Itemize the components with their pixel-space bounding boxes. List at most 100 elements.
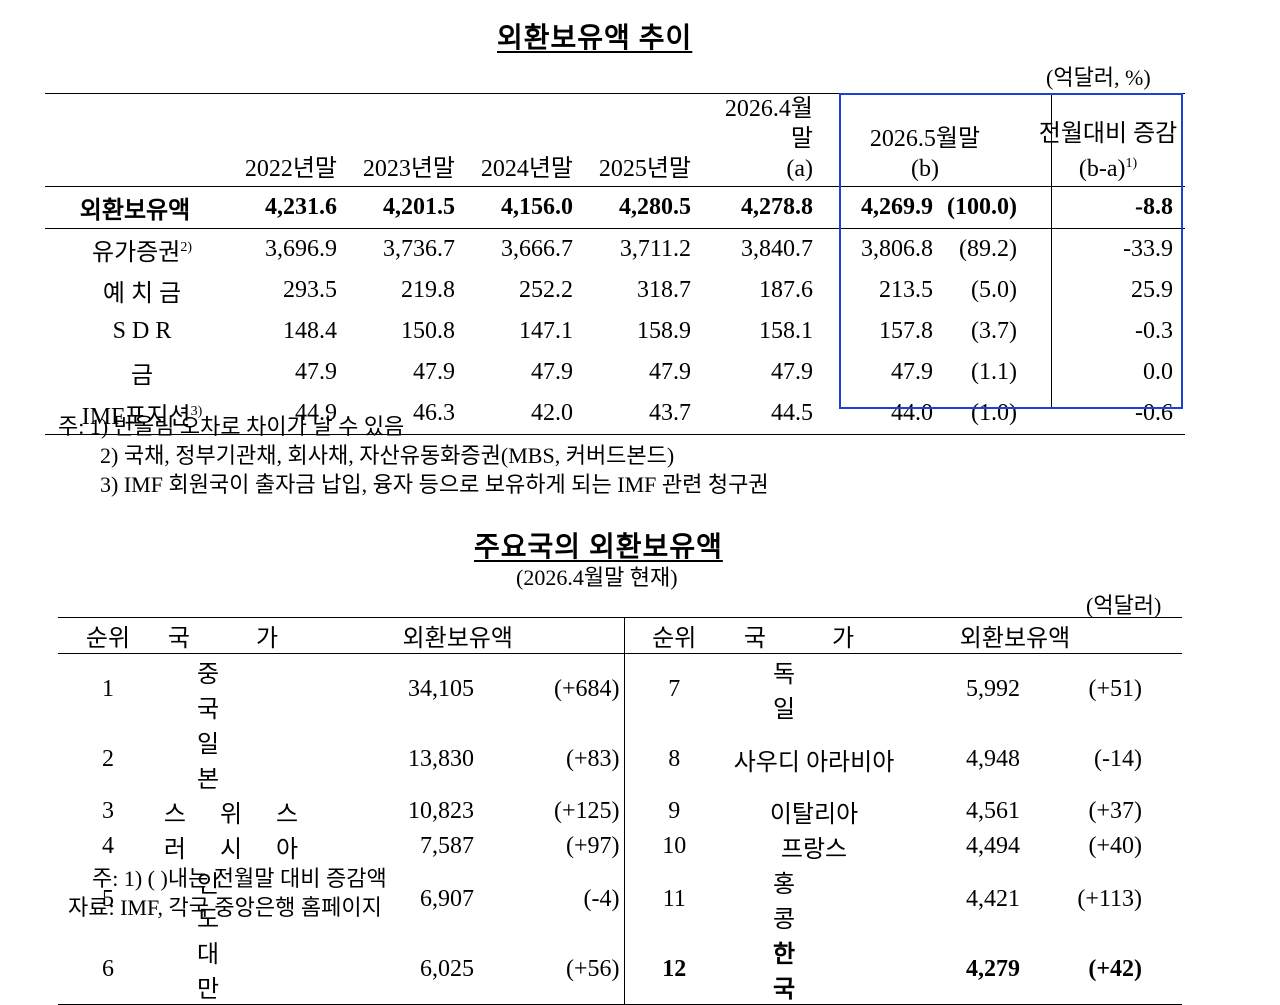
cell-share: (3.7): [971, 318, 1017, 344]
country-row: 4 러 시 아 7,587 (+97) 10 프랑스 4,494 (+40): [58, 829, 1182, 864]
row-label: 예 치 금: [45, 270, 225, 311]
row-label: 금: [45, 352, 225, 393]
cell-v2025: 4,280.5: [619, 194, 691, 220]
right-country: 홍 콩: [772, 872, 856, 933]
left-value: 34,105: [408, 675, 474, 702]
cell-v2024: 47.9: [531, 359, 573, 385]
reserves-row: 예 치 금 293.5 219.8 252.2 318.7 187.6 213.5 (5.0)…: [45, 270, 1185, 311]
cell-v2023: 3,736.7: [383, 236, 455, 262]
left-rank: 3: [102, 798, 114, 824]
cell-v2024: 42.0: [531, 400, 573, 426]
cell-may: 44.0: [891, 400, 933, 426]
left-country: 인 도: [196, 872, 280, 933]
diff-column-divider: [1051, 95, 1052, 407]
major-countries-title: 주요국의 외환보유액: [474, 532, 723, 563]
cell-v2025: 3,711.2: [619, 236, 691, 262]
left-value: 6,907: [420, 885, 474, 912]
right-country: 이탈리아: [769, 802, 859, 828]
reserves-row: 유가증권2) 3,696.9 3,736.7 3,666.7 3,711.2 3,840.…: [45, 229, 1185, 271]
cell-v2022: 3,696.9: [265, 236, 337, 262]
row-label: 유가증권2): [45, 229, 225, 271]
left-rank: 2: [102, 745, 114, 772]
cell-v2025: 318.7: [637, 277, 691, 303]
row-label-footnote: 2): [180, 240, 192, 255]
header-2022: 2022년말: [244, 156, 337, 182]
right-country: 독 일: [772, 662, 856, 723]
right-country: 프랑스: [780, 837, 848, 863]
country-header: 국 가: [158, 617, 318, 654]
cell-v2022: 293.5: [283, 277, 337, 303]
rank-header-right: 순위: [623, 617, 724, 654]
cell-may: 4,269.9: [861, 194, 933, 220]
cell-v2025: 158.9: [637, 318, 691, 344]
header-may-2026: 2026.5월말 (b): [819, 94, 1031, 187]
left-change: (+83): [565, 745, 620, 772]
country-header-right: 국 가: [724, 617, 904, 654]
header-row: 2022년말 2023년말 2024년말 2025년말 2026.4월말 (a) …: [45, 93, 1185, 187]
rank-header: 순위: [58, 617, 158, 654]
right-country: 한 국: [724, 934, 904, 1005]
right-value: 4,948: [966, 745, 1020, 772]
header-blank: [45, 94, 225, 187]
cell-diff: -0.6: [1135, 400, 1173, 426]
bottom-unit-label: (억달러): [1086, 593, 1162, 618]
cell-share: (1.1): [971, 359, 1017, 385]
cell-v2024: 4,156.0: [501, 194, 573, 220]
right-change: (+42): [1024, 934, 1182, 1005]
cell-v2022: 148.4: [283, 318, 337, 344]
cell-v2022: 4,231.6: [265, 194, 337, 220]
reserves-header: 외환보유액: [318, 617, 624, 654]
right-change: (+113): [1077, 885, 1142, 912]
header-apr-2026: 2026.4월말 (a): [697, 94, 819, 187]
reserves-row: 금 47.9 47.9 47.9 47.9 47.9 47.9 (1.1) 0.0: [45, 352, 1185, 393]
country-row: 2 일 본 13,830 (+83) 8 사우디 아라비아 4,948 (-14): [58, 724, 1182, 794]
header-2024: 2024년말: [480, 156, 573, 182]
cell-apr: 187.6: [759, 277, 813, 303]
left-rank: 5: [102, 885, 114, 912]
country-row: 5 인 도 6,907 (-4) 11 홍 콩 4,421 (+113): [58, 864, 1182, 934]
cell-v2022: 44.9: [295, 400, 337, 426]
cell-may: 213.5: [879, 277, 933, 303]
cell-share: (100.0): [947, 194, 1017, 220]
bottom-notes: 주: 1) ( )내는 전월말 대비 증감액 자료: IMF, 각국 중앙은행 …: [68, 864, 387, 922]
header-apr-line1: 2026.4월말: [724, 96, 813, 152]
cell-diff: 0.0: [1143, 359, 1173, 385]
right-value: 5,992: [966, 675, 1020, 702]
left-country: 일 본: [196, 732, 280, 793]
left-country: 러 시 아: [163, 837, 313, 863]
row-label-text: 예 치 금: [102, 281, 182, 307]
row-label-text: IMF포지션: [81, 404, 191, 430]
header-diff: 전월대비 증감 (b-a)1): [1031, 94, 1185, 187]
cell-v2023: 46.3: [413, 400, 455, 426]
source-note: 자료: IMF, 각국 중앙은행 홈페이지: [68, 895, 382, 920]
right-value: 4,421: [966, 885, 1020, 912]
header-apr-line2: (a): [786, 156, 813, 182]
header-2023: 2023년말: [362, 156, 455, 182]
note-3: 3) IMF 회원국이 출자금 납입, 융자 등으로 보유하게 되는 IMF 관…: [100, 472, 769, 497]
left-country: 대 만: [158, 934, 318, 1005]
left-value: 13,830: [408, 745, 474, 772]
cell-v2023: 4,201.5: [383, 194, 455, 220]
right-change: (+37): [1088, 798, 1142, 824]
left-value: 10,823: [408, 798, 474, 824]
left-value: 6,025: [318, 934, 478, 1005]
right-country: 사우디 아라비아: [733, 749, 895, 776]
cell-share: (1.0): [971, 400, 1017, 426]
country-row: 3 스 위 스 10,823 (+125) 9 이탈리아 4,561 (+37): [58, 794, 1182, 829]
header-diff-footnote: 1): [1125, 156, 1138, 171]
row-label-text: 외환보유액: [79, 198, 191, 224]
left-rank: 4: [102, 833, 114, 859]
cell-v2023: 47.9: [413, 359, 455, 385]
cell-v2022: 47.9: [295, 359, 337, 385]
cell-apr: 47.9: [771, 359, 813, 385]
cell-may: 47.9: [891, 359, 933, 385]
left-change: (+97): [565, 833, 620, 859]
right-change: (-14): [1094, 745, 1142, 772]
major-countries-table: 순위 국 가 외환보유액 순위 국 가 외환보유액 1 중 국 34,105 (+68…: [58, 617, 1182, 1005]
unit-label: (억달러, %): [1046, 65, 1151, 90]
reserves-header-right: 외환보유액: [904, 617, 1182, 654]
cell-apr: 44.5: [771, 400, 813, 426]
left-country: 스 위 스: [163, 802, 313, 828]
right-value: 4,561: [966, 798, 1020, 824]
